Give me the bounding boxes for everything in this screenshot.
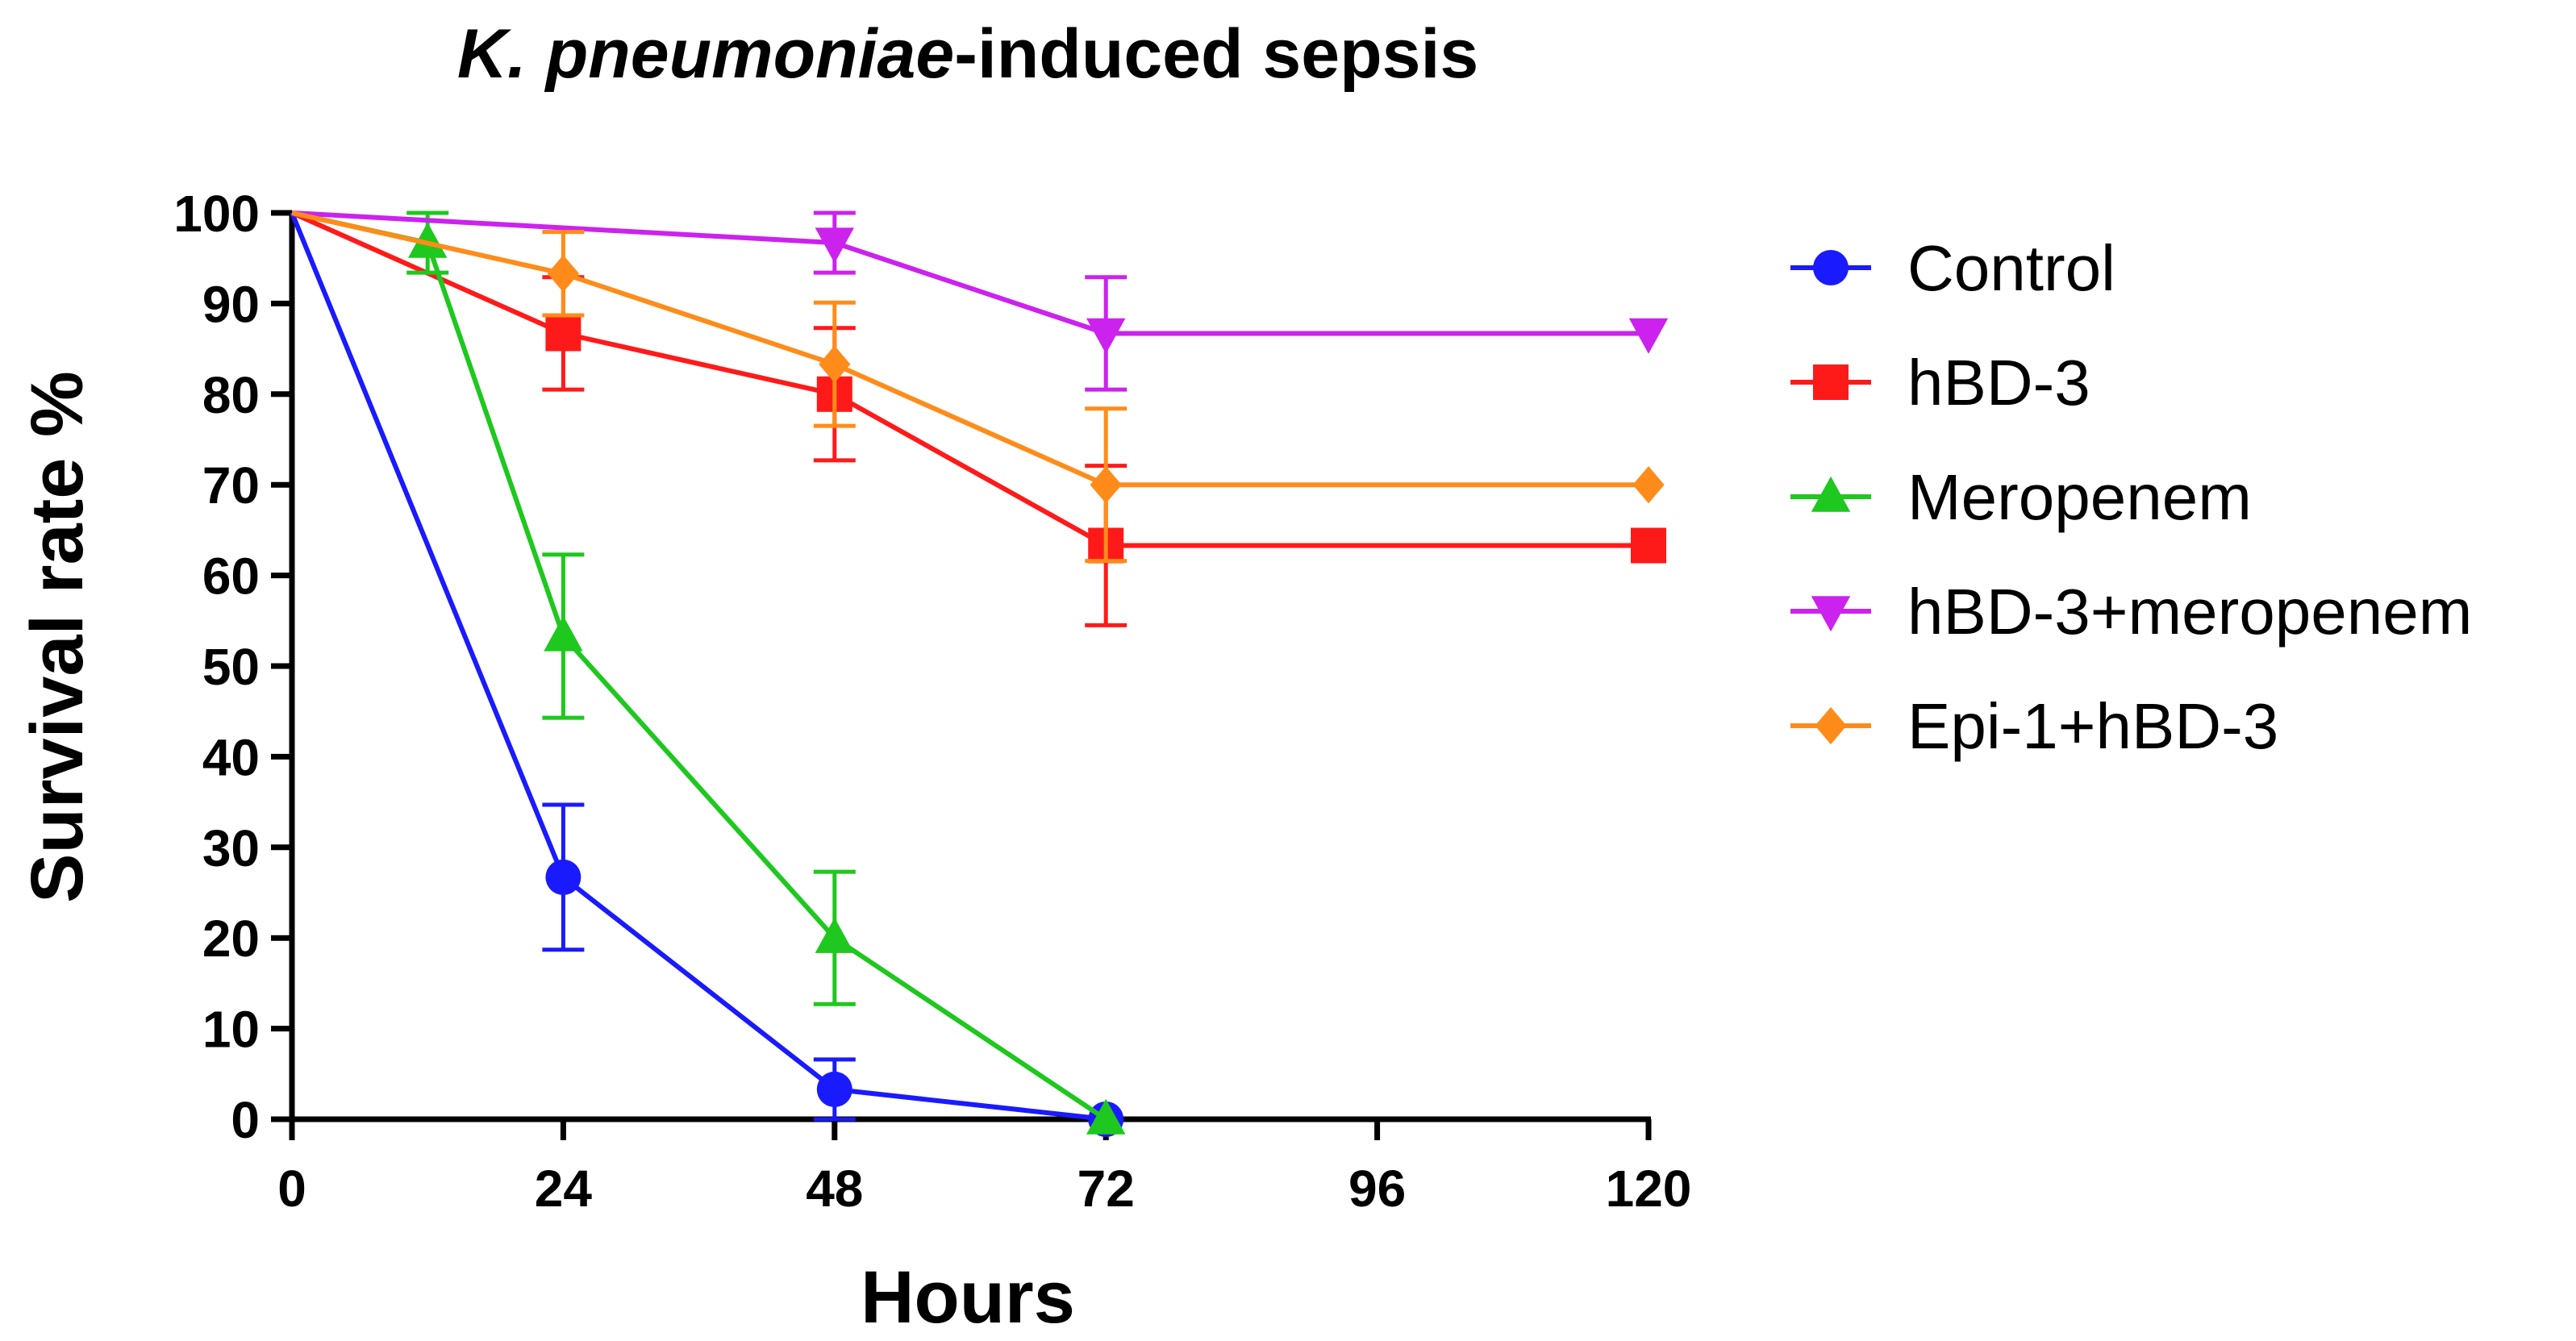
- legend-item: Epi-1+hBD-3: [1790, 690, 2278, 762]
- data-point: [816, 1071, 852, 1107]
- legend-marker: [1815, 706, 1847, 745]
- series-hBD-3: [290, 210, 1666, 627]
- y-axis-label: Survival rate %: [16, 371, 98, 903]
- y-tick-label: 80: [202, 366, 260, 424]
- legend-marker: [1813, 364, 1849, 400]
- series-line: [290, 210, 1649, 548]
- y-tick-label: 40: [202, 728, 260, 786]
- data-point: [1086, 1098, 1126, 1135]
- series-layer: [290, 210, 1669, 1137]
- x-tick-label: 120: [1606, 1160, 1692, 1218]
- data-point: [815, 917, 854, 953]
- chart-title-italic: K. pneumoniae: [457, 15, 954, 93]
- legend-label: hBD-3: [1907, 347, 2090, 419]
- data-point: [1632, 466, 1665, 504]
- y-tick-label: 60: [202, 548, 260, 606]
- data-point: [545, 315, 581, 352]
- legend-label: hBD-3+meropenem: [1907, 576, 2472, 648]
- data-point: [815, 227, 854, 264]
- x-tick-label: 96: [1348, 1160, 1406, 1218]
- y-tick-label: 20: [202, 910, 260, 968]
- series-line: [291, 210, 1649, 336]
- legend-item: hBD-3: [1790, 347, 2090, 419]
- data-point: [1631, 527, 1666, 564]
- series-line: [290, 211, 1107, 1122]
- legend: Control hBD-3 Meropenem hBD-3+meropenem Epi-…: [1790, 232, 2472, 762]
- legend-label: Meropenem: [1907, 461, 2252, 533]
- x-tick-label: 72: [1078, 1160, 1135, 1218]
- x-axis-label: Hours: [861, 1256, 1075, 1339]
- data-point: [819, 345, 851, 383]
- chart-title-rest: -induced sepsis: [954, 15, 1478, 93]
- legend-label: Control: [1907, 232, 2115, 304]
- series-Meropenem: [291, 210, 1126, 1135]
- axes: 0 24 48 72 96 120 0 10 20 30 40 50 60 70 80 90 100: [173, 185, 1691, 1218]
- legend-item: Meropenem: [1790, 461, 2252, 533]
- x-tick-label: 0: [277, 1160, 306, 1218]
- legend-marker: [1811, 596, 1851, 632]
- chart-title: K. pneumoniae-induced sepsis: [457, 15, 1478, 93]
- y-tick-label: 90: [202, 275, 260, 333]
- data-point: [544, 615, 583, 652]
- y-tick-label: 70: [202, 456, 260, 514]
- x-tick-label: 48: [806, 1160, 863, 1218]
- y-tick-label: 10: [202, 1001, 260, 1059]
- legend-item: Control: [1790, 232, 2115, 304]
- data-point: [547, 255, 580, 293]
- y-tick-label: 0: [231, 1091, 260, 1149]
- legend-item: hBD-3+meropenem: [1790, 576, 2472, 648]
- legend-marker: [1813, 250, 1849, 285]
- data-point: [1086, 318, 1126, 354]
- x-tick-label: 24: [535, 1160, 593, 1218]
- data-point: [545, 859, 581, 895]
- legend-label: Epi-1+hBD-3: [1907, 690, 2278, 762]
- y-tick-label: 30: [202, 819, 260, 877]
- y-tick-label: 100: [173, 185, 260, 243]
- legend-marker: [1811, 476, 1851, 512]
- series-Epi-1+hBD-3: [291, 210, 1665, 564]
- series-Control: [290, 211, 1124, 1137]
- data-point: [1090, 466, 1122, 504]
- y-tick-label: 50: [202, 638, 260, 696]
- data-point: [408, 222, 448, 258]
- series-hBD-3+meropenem: [291, 210, 1669, 392]
- data-point: [1628, 318, 1669, 354]
